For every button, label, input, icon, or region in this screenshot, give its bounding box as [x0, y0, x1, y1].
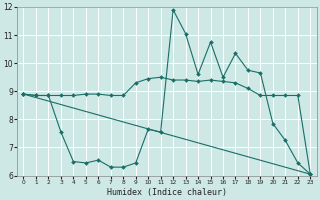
X-axis label: Humidex (Indice chaleur): Humidex (Indice chaleur)	[107, 188, 227, 197]
